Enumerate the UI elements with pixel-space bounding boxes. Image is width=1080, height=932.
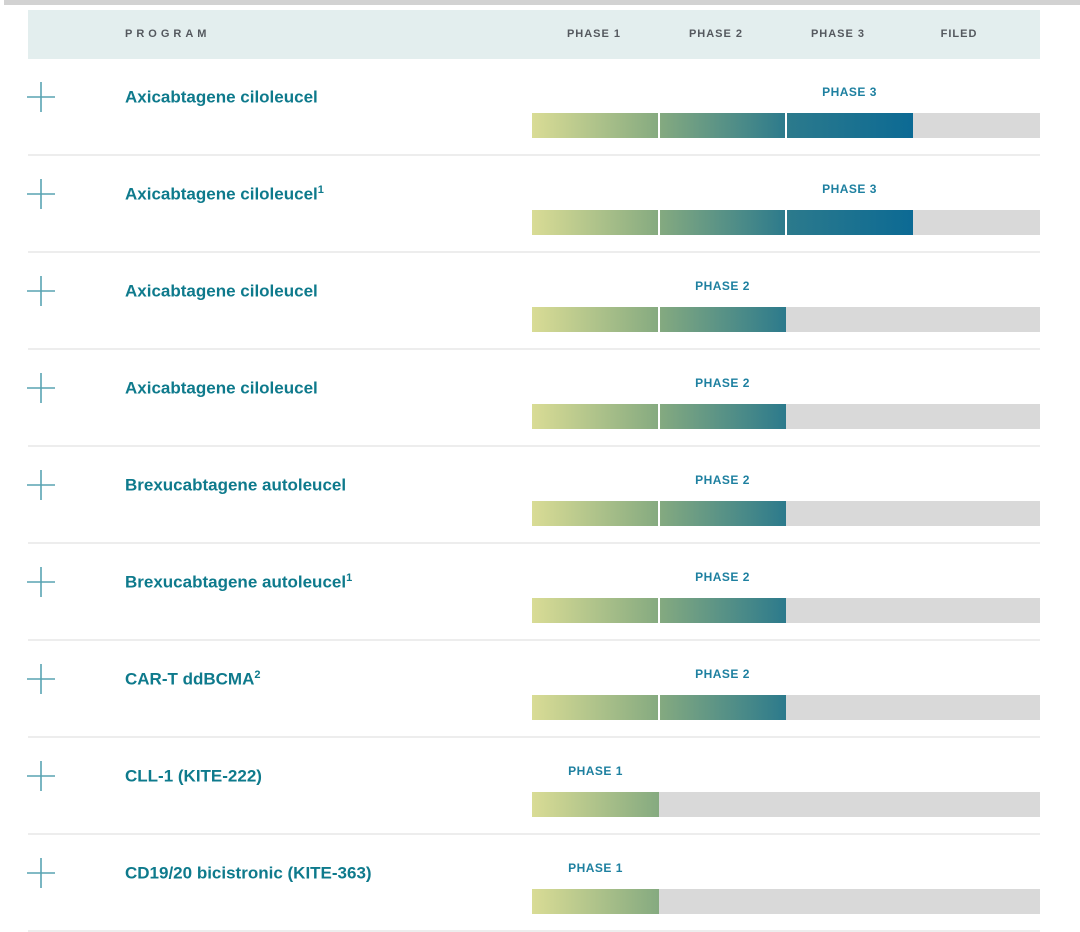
table-row: Brexucabtagene autoleucel1 PHASE 2 <box>0 544 1080 641</box>
program-name[interactable]: CLL-1 (KITE-222) <box>125 766 262 786</box>
progress-bar-fill <box>532 501 786 526</box>
segment-separator <box>658 210 660 235</box>
phase-bar-area: PHASE 3 <box>532 156 1040 253</box>
progress-bar-track <box>532 307 1040 332</box>
expand-plus-icon[interactable] <box>27 664 55 694</box>
row-divider <box>28 639 1040 641</box>
segment-separator <box>658 307 660 332</box>
phase-label: PHASE 1 <box>568 861 623 875</box>
segment-separator <box>658 113 660 138</box>
program-name[interactable]: Axicabtagene ciloleucel1 <box>125 184 324 204</box>
phase-label: PHASE 2 <box>695 473 750 487</box>
expand-plus-icon[interactable] <box>27 567 55 597</box>
phase-label: PHASE 2 <box>695 376 750 390</box>
progress-bar-fill <box>532 113 913 138</box>
column-header-phase2: PHASE 2 <box>688 28 744 40</box>
table-row: Axicabtagene ciloleucel PHASE 2 <box>0 350 1080 447</box>
progress-bar-track <box>532 889 1040 914</box>
segment-separator <box>785 113 787 138</box>
segment-separator <box>785 210 787 235</box>
expand-plus-icon[interactable] <box>27 82 55 112</box>
column-header-phase3: PHASE 3 <box>810 28 866 40</box>
expand-plus-icon[interactable] <box>27 373 55 403</box>
progress-bar-track <box>532 598 1040 623</box>
phase-bar-area: PHASE 2 <box>532 350 1040 447</box>
column-header-program: PROGRAM <box>125 28 211 40</box>
table-row: CD19/20 bicistronic (KITE-363) PHASE 1 <box>0 835 1080 932</box>
expand-plus-icon[interactable] <box>27 858 55 888</box>
phase-bar-area: PHASE 1 <box>532 835 1040 932</box>
progress-bar-track <box>532 501 1040 526</box>
phase-bar-area: PHASE 2 <box>532 544 1040 641</box>
program-name[interactable]: Axicabtagene ciloleucel <box>125 281 318 301</box>
progress-bar-track <box>532 792 1040 817</box>
top-scrollbar-strip <box>4 0 1080 5</box>
program-name[interactable]: CAR-T ddBCMA2 <box>125 669 261 689</box>
pipeline-table: Axicabtagene ciloleucel PHASE 3 Axicabta… <box>0 59 1080 932</box>
segment-separator <box>658 501 660 526</box>
expand-plus-icon[interactable] <box>27 179 55 209</box>
footnote-sup: 1 <box>317 184 324 196</box>
table-row: CLL-1 (KITE-222) PHASE 1 <box>0 738 1080 835</box>
phase-label: PHASE 3 <box>822 85 877 99</box>
table-header: PROGRAM PHASE 1 PHASE 2 PHASE 3 FILED <box>28 10 1040 59</box>
phase-label: PHASE 3 <box>822 182 877 196</box>
progress-bar-fill <box>532 695 786 720</box>
program-name[interactable]: Brexucabtagene autoleucel1 <box>125 572 353 592</box>
row-divider <box>28 154 1040 156</box>
row-divider <box>28 251 1040 253</box>
expand-plus-icon[interactable] <box>27 761 55 791</box>
column-header-filed: FILED <box>940 28 978 40</box>
footnote-sup: 2 <box>254 669 261 681</box>
progress-bar-fill <box>532 404 786 429</box>
segment-separator <box>658 695 660 720</box>
table-row: Axicabtagene ciloleucel1 PHASE 3 <box>0 156 1080 253</box>
progress-bar-fill <box>532 210 913 235</box>
program-name[interactable]: Brexucabtagene autoleucel <box>125 475 347 495</box>
row-divider <box>28 542 1040 544</box>
segment-separator <box>658 598 660 623</box>
table-row: Brexucabtagene autoleucel PHASE 2 <box>0 447 1080 544</box>
expand-plus-icon[interactable] <box>27 276 55 306</box>
progress-bar-fill <box>532 598 786 623</box>
phase-label: PHASE 1 <box>568 764 623 778</box>
progress-bar-track <box>532 695 1040 720</box>
row-divider <box>28 348 1040 350</box>
column-header-phase1: PHASE 1 <box>566 28 622 40</box>
progress-bar-track <box>532 404 1040 429</box>
phase-bar-area: PHASE 2 <box>532 641 1040 738</box>
row-divider <box>28 445 1040 447</box>
row-divider <box>28 833 1040 835</box>
expand-plus-icon[interactable] <box>27 470 55 500</box>
row-divider <box>28 736 1040 738</box>
progress-bar-track <box>532 113 1040 138</box>
phase-bar-area: PHASE 2 <box>532 253 1040 350</box>
footnote-sup: 1 <box>346 572 353 584</box>
phase-label: PHASE 2 <box>695 570 750 584</box>
phase-bar-area: PHASE 1 <box>532 738 1040 835</box>
segment-separator <box>658 404 660 429</box>
progress-bar-fill <box>532 307 786 332</box>
progress-bar-fill <box>532 792 659 817</box>
program-name[interactable]: CD19/20 bicistronic (KITE-363) <box>125 863 372 883</box>
progress-bar-track <box>532 210 1040 235</box>
phase-label: PHASE 2 <box>695 279 750 293</box>
phase-bar-area: PHASE 3 <box>532 59 1040 156</box>
phase-bar-area: PHASE 2 <box>532 447 1040 544</box>
table-row: CAR-T ddBCMA2 PHASE 2 <box>0 641 1080 738</box>
program-name[interactable]: Axicabtagene ciloleucel <box>125 378 318 398</box>
phase-label: PHASE 2 <box>695 667 750 681</box>
table-row: Axicabtagene ciloleucel PHASE 3 <box>0 59 1080 156</box>
table-row: Axicabtagene ciloleucel PHASE 2 <box>0 253 1080 350</box>
program-name[interactable]: Axicabtagene ciloleucel <box>125 87 318 107</box>
progress-bar-fill <box>532 889 659 914</box>
